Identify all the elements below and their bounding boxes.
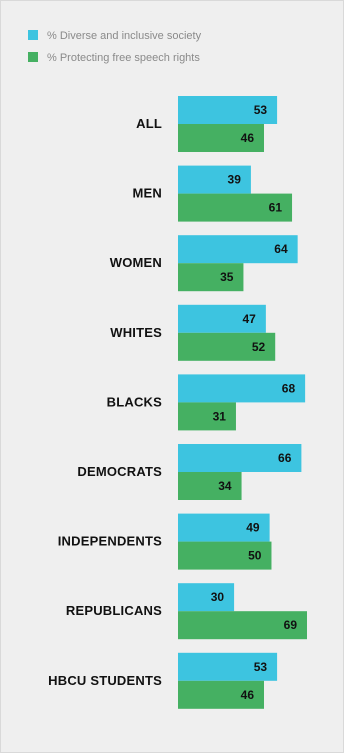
value-label-blacks-series-1: 31 <box>213 409 227 423</box>
legend-swatch-0 <box>28 30 38 40</box>
category-label: REPUBLICANS <box>66 603 162 618</box>
value-label-independents-series-0: 49 <box>246 521 260 535</box>
bar-group-whites: WHITES 47 52 <box>110 304 276 361</box>
bar-men-series-0 <box>178 165 251 194</box>
value-label-blacks-series-0: 68 <box>282 381 296 395</box>
legend: % Diverse and inclusive society % Protect… <box>28 30 202 64</box>
value-label-all-series-0: 53 <box>254 103 268 117</box>
bar-women-series-0 <box>178 235 298 264</box>
bar-group-independents: INDEPENDENTS 49 50 <box>58 513 272 570</box>
bar-republicans-series-0 <box>178 583 235 612</box>
bar-group-men: MEN 39 61 <box>133 165 293 222</box>
value-label-hbcu-students-series-0: 53 <box>254 660 268 674</box>
category-label: ALL <box>136 116 162 131</box>
bar-republicans-series-1 <box>178 611 307 640</box>
bar-whites-series-1 <box>178 332 276 361</box>
bar-group-republicans: REPUBLICANS 30 69 <box>66 583 307 640</box>
category-label: MEN <box>133 186 163 201</box>
bar-group-women: WOMEN 64 35 <box>110 235 298 292</box>
bar-hbcu-students-series-0 <box>178 652 278 681</box>
bar-democrats-series-0 <box>178 444 302 472</box>
bar-group-blacks: BLACKS 68 31 <box>107 374 306 431</box>
bar-men-series-1 <box>178 193 293 222</box>
value-label-men-series-1: 61 <box>269 201 283 215</box>
category-label: WHITES <box>110 325 162 340</box>
bar-blacks-series-0 <box>178 374 306 403</box>
bar-democrats-series-1 <box>178 472 242 500</box>
legend-label-1: % Protecting free speech rights <box>47 52 200 64</box>
value-label-whites-series-1: 52 <box>252 340 266 354</box>
category-label: WOMEN <box>110 255 162 270</box>
bar-independents-series-0 <box>178 513 270 542</box>
legend-label-0: % Diverse and inclusive society <box>47 30 202 42</box>
value-label-independents-series-1: 50 <box>248 549 262 563</box>
value-label-women-series-0: 64 <box>274 242 288 256</box>
bar-blacks-series-1 <box>178 402 236 431</box>
value-label-men-series-0: 39 <box>228 173 242 187</box>
bar-group-hbcu-students: HBCU STUDENTS 53 46 <box>48 652 278 709</box>
value-label-women-series-1: 35 <box>220 270 234 284</box>
value-label-republicans-series-0: 30 <box>211 590 225 604</box>
category-label: HBCU STUDENTS <box>48 673 162 688</box>
bar-women-series-1 <box>178 263 244 292</box>
value-label-republicans-series-1: 69 <box>284 618 298 632</box>
bar-all-series-0 <box>178 96 278 124</box>
bar-group-all: ALL 53 46 <box>136 96 278 152</box>
value-label-democrats-series-1: 34 <box>218 479 232 493</box>
value-label-whites-series-0: 47 <box>243 312 257 326</box>
bars-group: ALL 53 46 MEN 39 61 WOMEN 64 35 WHITES 47 52 BLACKS 6… <box>48 96 307 709</box>
bar-group-democrats: DEMOCRATS 66 34 <box>77 444 302 500</box>
bar-independents-series-1 <box>178 541 272 570</box>
category-label: BLACKS <box>107 394 162 409</box>
category-label: DEMOCRATS <box>77 464 162 479</box>
legend-swatch-1 <box>28 52 38 62</box>
value-label-all-series-1: 46 <box>241 131 255 145</box>
category-label: INDEPENDENTS <box>58 534 162 549</box>
bar-hbcu-students-series-1 <box>178 680 264 709</box>
bar-whites-series-0 <box>178 304 266 333</box>
value-label-hbcu-students-series-1: 46 <box>241 688 255 702</box>
bar-all-series-1 <box>178 124 264 152</box>
value-label-democrats-series-0: 66 <box>278 451 292 465</box>
